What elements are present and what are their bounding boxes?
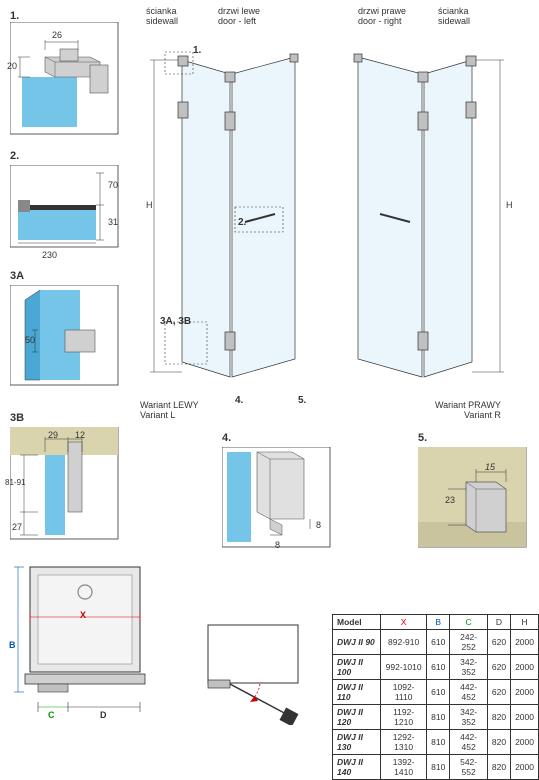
callout-3b: 3B	[10, 412, 24, 424]
variant-r-label: Wariant PRAWYVariant R	[435, 400, 501, 420]
spec-table: ModelXBCDH DWJ II 90892-910610242-252620…	[332, 614, 539, 780]
dim-C: C	[48, 710, 55, 720]
detail-4-diagram	[222, 447, 332, 552]
callout-ref-2: 2.	[238, 217, 246, 228]
callout-ref-4: 4.	[235, 395, 243, 406]
table-row: DWJ II 100992-1010610342-3526202000	[333, 655, 539, 680]
detail-1-diagram	[10, 22, 120, 137]
door-swing-plan	[200, 620, 315, 725]
callout-4: 4.	[222, 432, 231, 444]
dim-D: D	[100, 710, 107, 720]
col-c: C	[450, 615, 488, 630]
dim-31: 31	[108, 217, 118, 227]
table-row: DWJ II 1301292-1310810442-4528202000	[333, 730, 539, 755]
callout-ref-1: 1.	[193, 45, 201, 56]
dim-26: 26	[52, 30, 62, 40]
variant-l-label: Wariant LEWYVariant L	[140, 400, 199, 420]
callout-5: 5.	[418, 432, 427, 444]
callout-2: 2.	[10, 150, 19, 162]
col-model: Model	[333, 615, 381, 630]
dim-H-right: H	[506, 200, 513, 210]
table-row: DWJ II 90892-910610242-2526202000	[333, 630, 539, 655]
detail-3b-diagram	[10, 427, 120, 542]
door-left-iso	[140, 32, 320, 392]
label-door-right: drzwi prawedoor - right	[358, 6, 406, 26]
table-row: DWJ II 1201192-1210810342-3528202000	[333, 705, 539, 730]
label-sidewall-2: ściankasidewall	[438, 6, 470, 26]
col-h: H	[511, 615, 539, 630]
label-sidewall-1: ściankasidewall	[146, 6, 178, 26]
dim-23: 23	[445, 495, 455, 505]
callout-ref-3ab: 3A, 3B	[160, 316, 191, 327]
table-row: DWJ II 1101092-1110610442-4526202000	[333, 680, 539, 705]
col-d: D	[487, 615, 510, 630]
dim-8191: 81-91	[5, 478, 25, 487]
dim-12: 12	[75, 430, 85, 440]
detail-5-diagram	[418, 447, 528, 552]
callout-1: 1.	[10, 10, 19, 22]
callout-ref-5: 5.	[298, 395, 306, 406]
tray-top-view	[10, 562, 160, 722]
dim-29: 29	[48, 430, 58, 440]
col-x: X	[381, 615, 427, 630]
dim-20: 20	[7, 61, 17, 71]
detail-2-diagram	[10, 165, 120, 250]
dim-H-left: H	[146, 200, 153, 210]
callout-3a: 3A	[10, 270, 24, 282]
col-b: B	[427, 615, 450, 630]
dim-B: B	[9, 640, 16, 650]
dim-15: 15	[485, 462, 495, 472]
label-door-left: drzwi lewedoor - left	[218, 6, 260, 26]
dim-70: 70	[108, 180, 118, 190]
door-right-iso	[340, 32, 520, 392]
dim-230: 230	[42, 250, 57, 260]
table-row: DWJ II 1401392-1410810542-5528202000	[333, 755, 539, 780]
dim-8a: 8	[275, 540, 280, 550]
dim-27: 27	[12, 522, 22, 532]
dim-50: 50	[25, 335, 35, 345]
dim-X: X	[80, 610, 86, 620]
dim-8b: 8	[316, 520, 321, 530]
